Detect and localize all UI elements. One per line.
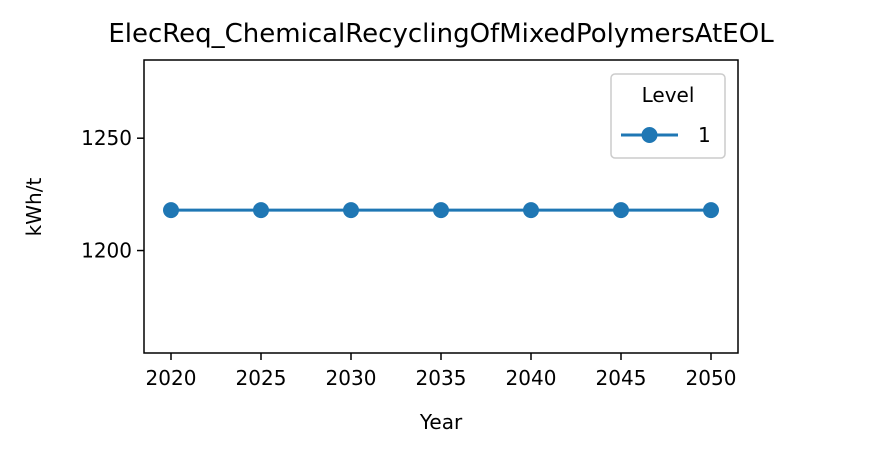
- legend-box: [610, 73, 726, 159]
- x-tick-label: 2025: [236, 366, 287, 390]
- y-axis: 1200 1250: [81, 126, 144, 263]
- x-tick-label: 2045: [596, 366, 647, 390]
- legend-marker: [641, 127, 658, 143]
- x-tick-label: 2020: [146, 366, 197, 390]
- chart-title: ElecReq_ChemicalRecyclingOfMixedPolymers…: [108, 19, 774, 49]
- legend-title: Level: [642, 83, 695, 107]
- y-tick-label: 1200: [81, 239, 132, 263]
- series-layer: [163, 202, 719, 219]
- x-axis-label: Year: [419, 410, 463, 434]
- x-tick-label: 2040: [506, 366, 557, 390]
- x-tick-label: 2030: [326, 366, 377, 390]
- data-point: [253, 202, 269, 219]
- y-axis-label: kWh/t: [22, 178, 46, 237]
- legend-series-label: 1: [698, 123, 711, 147]
- data-point: [433, 202, 449, 219]
- data-point: [613, 202, 629, 219]
- y-tick-label: 1250: [81, 126, 132, 150]
- data-point: [703, 202, 719, 219]
- x-tick-label: 2035: [416, 366, 467, 390]
- x-tick-label: 2050: [686, 366, 737, 390]
- data-point: [163, 202, 179, 219]
- x-axis: 2020 2025 2030 2035 2040 2045 2050: [146, 353, 737, 390]
- data-point: [343, 202, 359, 219]
- legend: Level 1: [610, 73, 726, 159]
- data-point: [523, 202, 539, 219]
